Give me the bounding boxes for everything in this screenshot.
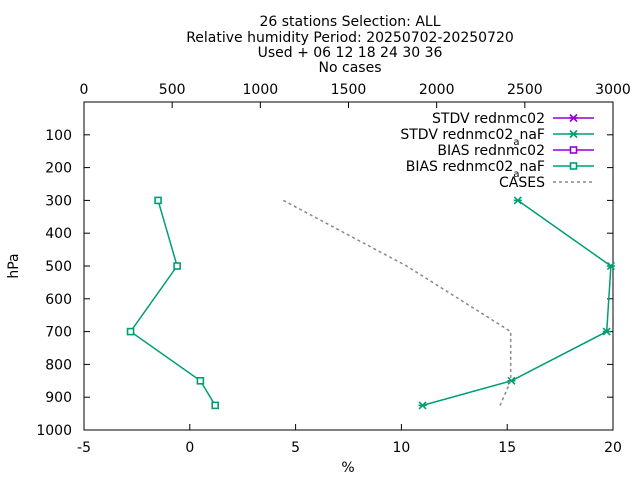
x2-tick-label: 2000 bbox=[419, 82, 455, 98]
y-tick-label: 800 bbox=[45, 357, 72, 373]
legend-entry: STDV rednmc02 bbox=[432, 111, 594, 127]
x2-tick-label: 1500 bbox=[331, 82, 367, 98]
data-point bbox=[569, 146, 578, 154]
y-tick-label: 1000 bbox=[36, 423, 72, 439]
data-point bbox=[211, 401, 219, 410]
legend-label: STDV rednmc02 bbox=[432, 111, 545, 127]
x-tick-label: 5 bbox=[291, 440, 300, 456]
legend-label: BIAS rednmc02 bbox=[437, 143, 545, 159]
y-axis-label: hPa bbox=[6, 253, 22, 278]
y-tick-label: 900 bbox=[45, 390, 72, 406]
data-point bbox=[418, 401, 427, 410]
x-tick-label: 0 bbox=[185, 440, 194, 456]
x2-tick-label: 2500 bbox=[507, 82, 543, 98]
y-tick-label: 400 bbox=[45, 226, 72, 242]
legend-label: CASES bbox=[499, 175, 545, 191]
data-point bbox=[507, 376, 516, 385]
x-tick-label: 10 bbox=[392, 440, 410, 456]
x-axis-label: % bbox=[341, 460, 354, 476]
data-point bbox=[196, 376, 205, 385]
axes: -5 0 5 10 15 200 500 1000 1500 2000 2500 3000100200… bbox=[36, 82, 630, 456]
y-tick-label: 700 bbox=[45, 325, 72, 341]
series-line bbox=[129, 200, 216, 406]
x2-tick-label: 1000 bbox=[243, 82, 279, 98]
data-point bbox=[606, 261, 615, 271]
chart-title-line1: 26 stations Selection: ALL bbox=[259, 14, 440, 30]
y-tick-label: 600 bbox=[45, 292, 72, 308]
data-point bbox=[173, 262, 181, 270]
series-line bbox=[422, 199, 612, 407]
legend-label: BIAS rednmc02anaF bbox=[406, 159, 545, 180]
chart-title-line2: Relative humidity Period: 20250702-20250… bbox=[186, 30, 514, 46]
legend-entry: BIAS rednmc02 bbox=[437, 143, 594, 159]
x-tick-label: 20 bbox=[604, 440, 622, 456]
x2-tick-label: 500 bbox=[159, 82, 186, 98]
x2-tick-label: 0 bbox=[80, 82, 89, 98]
y-tick-label: 300 bbox=[45, 193, 72, 209]
x-tick-label: -5 bbox=[77, 440, 91, 456]
data-point bbox=[154, 196, 162, 205]
legend-label: STDV rednmc02anaF bbox=[400, 127, 545, 148]
data-point bbox=[569, 129, 578, 139]
legend-entry: CASES bbox=[499, 175, 594, 191]
data-point bbox=[602, 327, 611, 336]
data-point bbox=[569, 162, 578, 170]
chart-title-line3: Used + 06 12 18 24 30 36 bbox=[258, 45, 443, 61]
y-tick-label: 500 bbox=[45, 259, 72, 275]
legend-entry: STDV rednmc02anaF bbox=[400, 127, 594, 148]
data-point bbox=[126, 327, 135, 336]
series-layer bbox=[126, 196, 615, 410]
data-point bbox=[569, 113, 578, 123]
chart-title-line4: No cases bbox=[319, 60, 382, 76]
legend-entry: BIAS rednmc02anaF bbox=[406, 159, 594, 180]
y-tick-label: 100 bbox=[45, 128, 72, 144]
data-point bbox=[513, 196, 522, 205]
x2-tick-label: 3000 bbox=[595, 82, 631, 98]
y-tick-label: 200 bbox=[45, 161, 72, 177]
series-line bbox=[282, 199, 512, 406]
x-tick-label: 15 bbox=[498, 440, 516, 456]
